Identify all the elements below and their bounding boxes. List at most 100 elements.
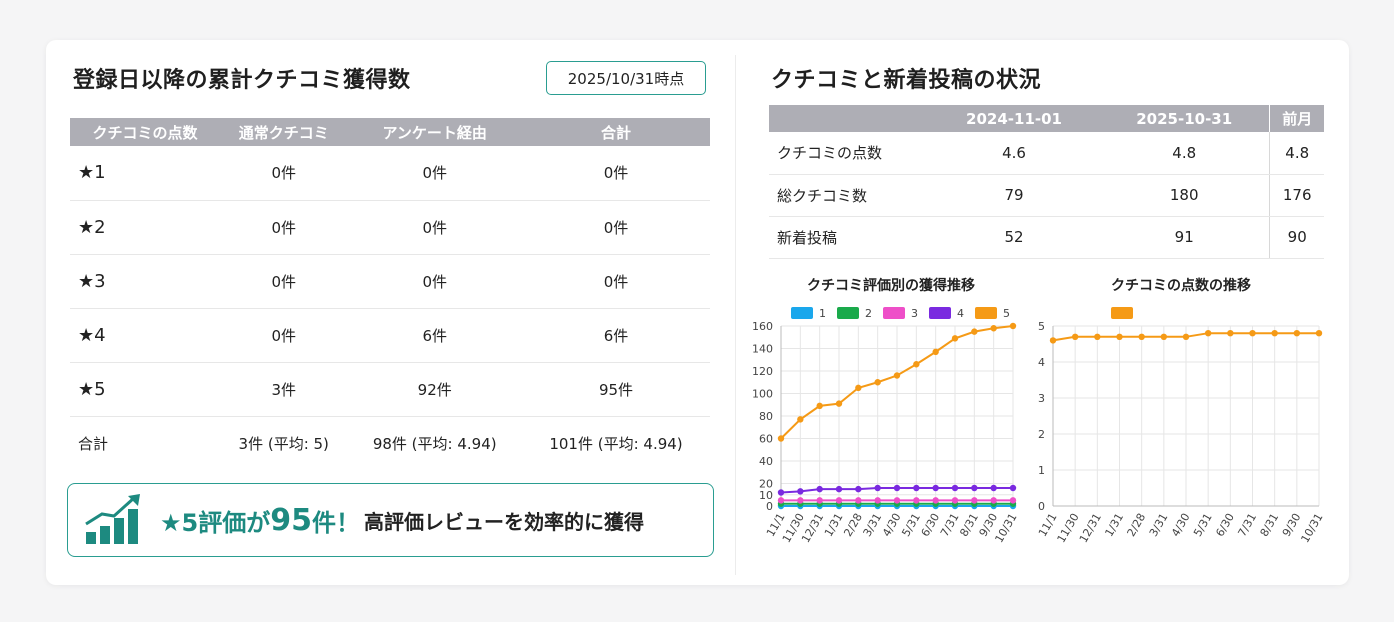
data-point xyxy=(990,484,997,492)
data-point xyxy=(874,379,881,386)
data-point xyxy=(1249,330,1256,337)
row-label: 総クチコミ数 xyxy=(769,174,929,217)
x-tick-label: 10/31 xyxy=(1298,511,1325,545)
x-tick-label: 2/28 xyxy=(1125,511,1149,539)
legend-label: 5 xyxy=(1003,307,1010,320)
x-tick-label: 6/30 xyxy=(1213,511,1237,539)
x-tick-label: 4/30 xyxy=(880,511,904,539)
data-point xyxy=(971,484,978,492)
y-tick-label: 10 xyxy=(759,489,773,502)
data-point xyxy=(1116,333,1123,340)
column-header: アンケート経由 xyxy=(347,118,522,146)
table-cell: 4.8 xyxy=(1269,132,1324,175)
data-point xyxy=(835,485,843,493)
data-point xyxy=(1009,497,1017,504)
highlight-banner: ★5評価が 95 件！ 高評価レビューを効率的に獲得 xyxy=(67,483,714,557)
data-point xyxy=(1094,333,1101,340)
data-point xyxy=(913,497,920,504)
as-of-date-badge: 2025/10/31時点 xyxy=(546,61,706,95)
y-tick-label: 4 xyxy=(1038,356,1045,369)
data-point xyxy=(990,325,997,332)
x-tick-label: 7/31 xyxy=(1235,511,1259,539)
data-point xyxy=(855,497,862,504)
table-cell: 79 xyxy=(929,174,1100,217)
table-cell: 3件 xyxy=(220,362,348,417)
data-point xyxy=(893,497,901,504)
y-tick-label: 0 xyxy=(1038,500,1045,513)
total-row: 合計 3件 (平均: 5) 98件 (平均: 4.94) 101件 (平均: 4… xyxy=(70,416,710,470)
legend-swatch xyxy=(883,307,905,319)
table-cell: 91 xyxy=(1099,216,1270,259)
score-trend-chart: クチコミの点数の推移01234511/111/3012/311/312/283/… xyxy=(1036,277,1326,545)
data-point xyxy=(1160,333,1168,340)
table-cell: 0件 xyxy=(220,200,348,255)
legend-label: 3 xyxy=(911,307,918,320)
data-point xyxy=(777,435,785,442)
table-cell: 0件 xyxy=(347,254,522,309)
y-tick-label: 100 xyxy=(752,388,773,401)
table-cell: 6件 xyxy=(347,308,522,363)
table-cell: 6件 xyxy=(521,308,710,363)
banner-lead-text: ★5評価が xyxy=(160,508,271,537)
cumulative-review-table: クチコミの点数 通常クチコミ アンケート経由 合計 ★1 0件 0件 0件 ★2… xyxy=(70,118,710,470)
data-point xyxy=(971,497,978,504)
x-tick-label: 3/31 xyxy=(861,511,885,539)
x-tick-label: 6/30 xyxy=(919,511,943,539)
data-point xyxy=(951,484,959,492)
table-cell: 90 xyxy=(1269,216,1324,259)
column-header: 合計 xyxy=(521,118,710,146)
legend-label: 1 xyxy=(819,307,826,320)
panel-divider xyxy=(735,55,736,575)
data-point xyxy=(1049,337,1057,344)
table-cell: 180 xyxy=(1099,174,1270,217)
y-tick-label: 2 xyxy=(1038,428,1045,441)
table-row: クチコミの点数 4.6 4.8 4.8 xyxy=(769,132,1324,175)
data-point xyxy=(893,484,901,492)
data-point xyxy=(932,348,939,356)
data-point xyxy=(797,416,804,423)
data-point xyxy=(835,400,843,407)
y-tick-label: 140 xyxy=(752,343,773,356)
table-row: 総クチコミ数 79 180 176 xyxy=(769,174,1324,217)
x-tick-label: 5/31 xyxy=(1191,511,1215,539)
data-point xyxy=(1227,330,1234,337)
data-point xyxy=(777,489,785,496)
x-tick-label: 7/31 xyxy=(938,511,962,539)
star-rating-label: ★4 xyxy=(70,308,220,363)
chart-title: クチコミの点数の推移 xyxy=(1111,277,1251,294)
x-tick-label: 2/28 xyxy=(841,511,865,539)
x-tick-label: 1/31 xyxy=(1102,511,1126,539)
data-point xyxy=(1271,330,1278,337)
data-point xyxy=(990,497,997,504)
table-cell: 95件 xyxy=(521,362,710,417)
data-point xyxy=(951,335,959,342)
row-label: クチコミの点数 xyxy=(769,132,929,175)
data-point xyxy=(913,361,920,368)
legend-swatch xyxy=(1111,307,1133,319)
legend-label: 4 xyxy=(957,307,964,320)
star-rating-label: ★2 xyxy=(70,200,220,255)
y-tick-label: 40 xyxy=(759,455,773,468)
table-cell: 3件 (平均: 5) xyxy=(238,434,329,453)
table-cell: 0件 xyxy=(220,308,348,363)
bar-chart-rising-icon xyxy=(85,494,140,544)
column-header: クチコミの点数 xyxy=(70,118,220,146)
column-header: 2025-10-31 xyxy=(1099,105,1270,132)
legend-swatch xyxy=(929,307,951,319)
banner-count-unit: 件！ xyxy=(311,508,360,537)
data-point xyxy=(1315,330,1323,337)
column-header: 前月 xyxy=(1269,105,1324,132)
table-cell: 4.6 xyxy=(929,132,1100,175)
table-cell: 52 xyxy=(929,216,1100,259)
left-panel-title: 登録日以降の累計クチコミ獲得数 xyxy=(73,68,411,93)
table-cell: 0件 xyxy=(220,254,348,309)
x-tick-label: 8/31 xyxy=(957,511,981,539)
table-cell: 101件 (平均: 4.94) xyxy=(549,434,683,453)
data-point xyxy=(1293,330,1301,337)
x-tick-label: 5/31 xyxy=(899,511,923,539)
star-rating-label: ★1 xyxy=(70,146,220,201)
data-point xyxy=(855,485,862,493)
legend-swatch xyxy=(975,307,997,319)
table-cell: 0件 xyxy=(347,146,522,201)
table-cell: 98件 (平均: 4.94) xyxy=(372,434,497,453)
